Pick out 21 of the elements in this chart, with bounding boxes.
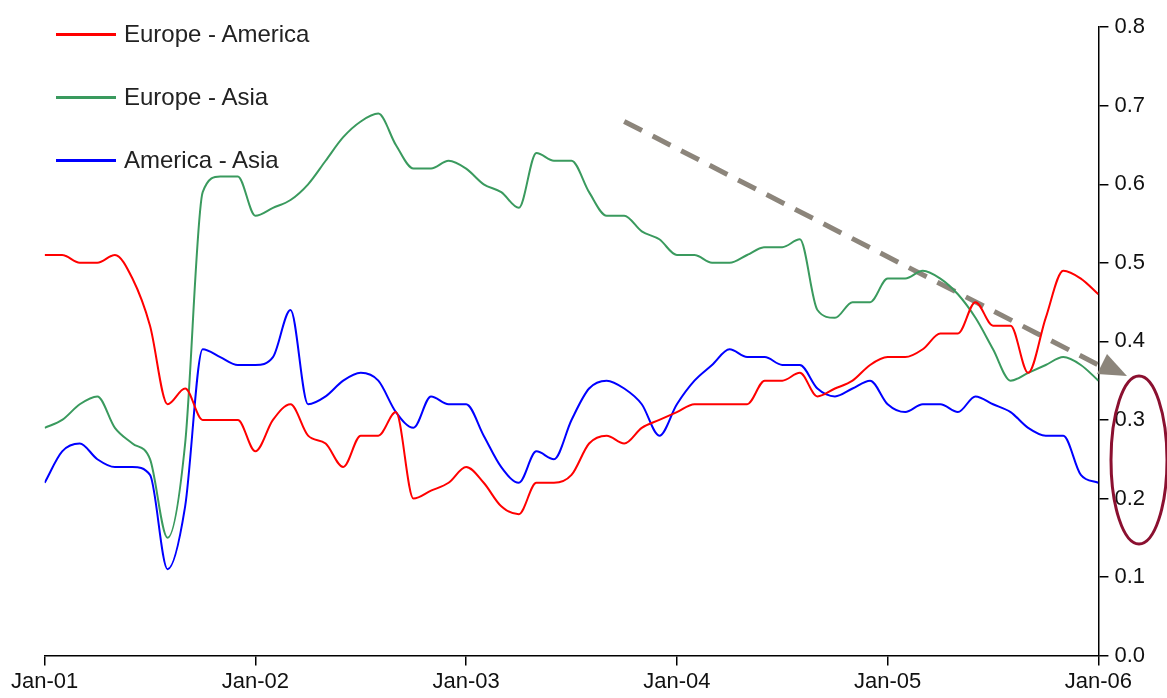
line-series	[44, 308, 1099, 571]
y-tick-label: 0.7	[1114, 91, 1146, 117]
y-tick-label: 0.5	[1114, 248, 1146, 274]
x-tick-label: Jan-05	[854, 667, 922, 693]
y-tick-label: 0.3	[1114, 406, 1146, 432]
y-tick-label: 0.4	[1114, 327, 1146, 353]
x-tick-label: Jan-06	[1064, 667, 1133, 693]
legend-label: America - Asia	[124, 146, 279, 174]
x-tick-label: Jan-02	[221, 667, 290, 693]
x-tick-label: Jan-04	[643, 667, 711, 693]
legend-label: Europe - Asia	[124, 83, 269, 111]
x-tick-label: Jan-03	[432, 667, 500, 693]
x-tick-label: Jan-01	[10, 667, 79, 693]
legend-label: Europe - America	[124, 20, 310, 48]
y-tick-label: 0.6	[1114, 170, 1146, 196]
line-series	[44, 254, 1099, 516]
y-tick-label: 0.0	[1114, 641, 1146, 667]
y-tick-label: 0.2	[1114, 484, 1146, 510]
line-series	[44, 112, 1099, 539]
y-tick-label: 0.8	[1114, 13, 1146, 39]
y-tick-label: 0.1	[1114, 563, 1146, 589]
